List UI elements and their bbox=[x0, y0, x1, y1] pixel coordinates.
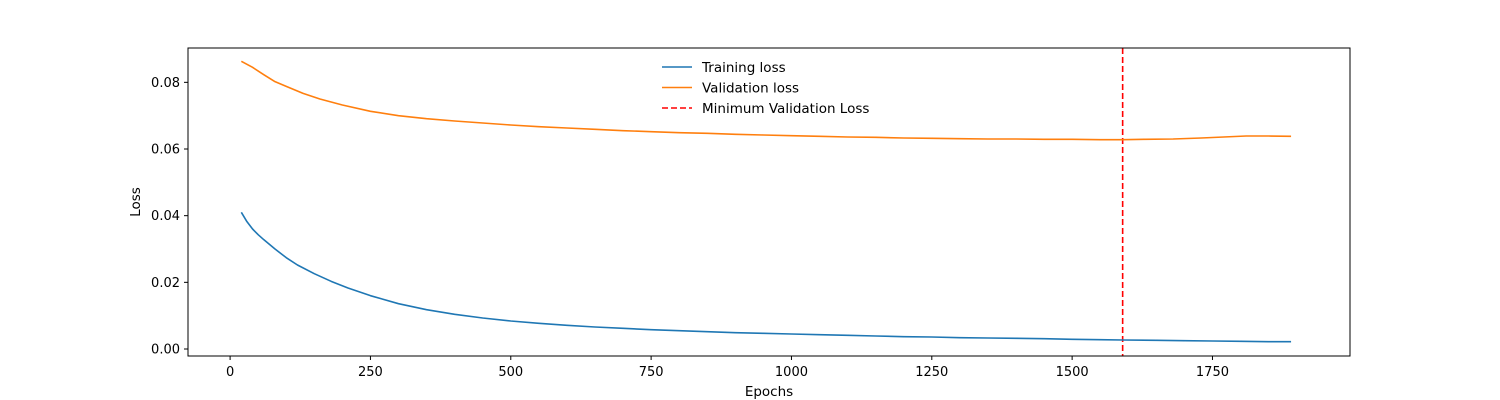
y-tick-label: 0.04 bbox=[151, 209, 180, 224]
legend-label: Minimum Validation Loss bbox=[702, 101, 869, 117]
x-tick-label: 750 bbox=[639, 365, 664, 380]
y-tick-label: 0.06 bbox=[151, 143, 180, 158]
legend-label: Validation loss bbox=[702, 81, 799, 97]
x-tick-label: 1750 bbox=[1196, 365, 1229, 380]
x-tick-label: 500 bbox=[498, 365, 523, 380]
plot-area bbox=[187, 47, 1351, 357]
x-tick-label: 250 bbox=[358, 365, 383, 380]
x-tick-label: 1500 bbox=[1056, 365, 1089, 380]
x-tick-label: 1250 bbox=[915, 365, 948, 380]
series-line-training-loss bbox=[240, 211, 1292, 343]
legend: Training loss Validation loss Minimum Vali… bbox=[662, 60, 869, 117]
y-axis-ticks: 0.00 0.02 0.04 0.06 0.08 bbox=[151, 76, 188, 358]
y-tick-label: 0.02 bbox=[151, 276, 180, 291]
x-axis-label: Epochs bbox=[745, 384, 793, 400]
x-axis-ticks: 0 250 500 750 1000 1250 1500 1750 bbox=[226, 356, 1229, 380]
x-tick-label: 0 bbox=[226, 365, 234, 380]
plot-frame bbox=[188, 48, 1350, 356]
series-layer bbox=[240, 60, 1292, 343]
y-axis-label: Loss bbox=[128, 187, 144, 217]
plot-border bbox=[187, 47, 1351, 357]
y-tick-label: 0.08 bbox=[151, 76, 180, 91]
x-tick-label: 1000 bbox=[775, 365, 808, 380]
legend-label: Training loss bbox=[701, 60, 786, 76]
y-tick-label: 0.00 bbox=[151, 343, 180, 358]
series-line-validation-loss bbox=[240, 60, 1292, 141]
